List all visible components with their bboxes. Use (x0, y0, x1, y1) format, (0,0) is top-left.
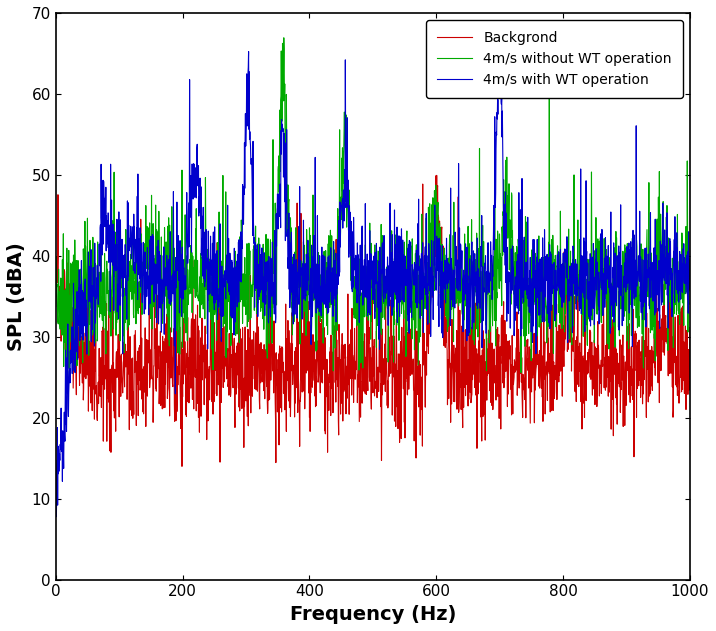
Backgrond (432, 172, 441, 179)
Y-axis label: SPL (dBA): SPL (dBA) (7, 242, 26, 351)
Backgrond (667, 274, 676, 281)
4m/s without WT operation (84, 288, 92, 295)
4m/s without WT operation (360, 280, 369, 288)
4m/s without WT operation (279, 34, 288, 42)
Line: 4m/s without WT operation: 4m/s without WT operation (56, 38, 690, 377)
X-axis label: Frequency (Hz): Frequency (Hz) (289, 605, 456, 624)
4m/s with WT operation (343, 203, 352, 211)
4m/s without WT operation (52, 303, 60, 310)
4m/s with WT operation (52, 457, 60, 464)
Backgrond (343, 338, 352, 346)
Backgrond (178, 463, 186, 470)
4m/s without WT operation (65, 374, 74, 381)
Legend: Backgrond, 4m/s without WT operation, 4m/s with WT operation: Backgrond, 4m/s without WT operation, 4m… (426, 20, 683, 98)
Backgrond (84, 362, 92, 370)
Backgrond (668, 355, 677, 363)
4m/s without WT operation (668, 279, 677, 286)
Line: 4m/s with WT operation: 4m/s with WT operation (56, 33, 690, 517)
4m/s without WT operation (344, 202, 352, 209)
Backgrond (360, 336, 369, 343)
4m/s with WT operation (52, 513, 61, 521)
4m/s with WT operation (551, 266, 560, 274)
4m/s with WT operation (360, 256, 369, 264)
4m/s without WT operation (667, 295, 676, 303)
Backgrond (685, 324, 694, 331)
4m/s without WT operation (551, 282, 560, 290)
Backgrond (551, 375, 560, 383)
4m/s with WT operation (668, 313, 677, 321)
Line: Backgrond: Backgrond (56, 175, 690, 466)
4m/s with WT operation (495, 30, 503, 37)
4m/s with WT operation (667, 269, 676, 277)
4m/s without WT operation (685, 271, 694, 278)
4m/s with WT operation (685, 285, 694, 292)
4m/s with WT operation (84, 248, 92, 256)
Backgrond (52, 300, 60, 307)
